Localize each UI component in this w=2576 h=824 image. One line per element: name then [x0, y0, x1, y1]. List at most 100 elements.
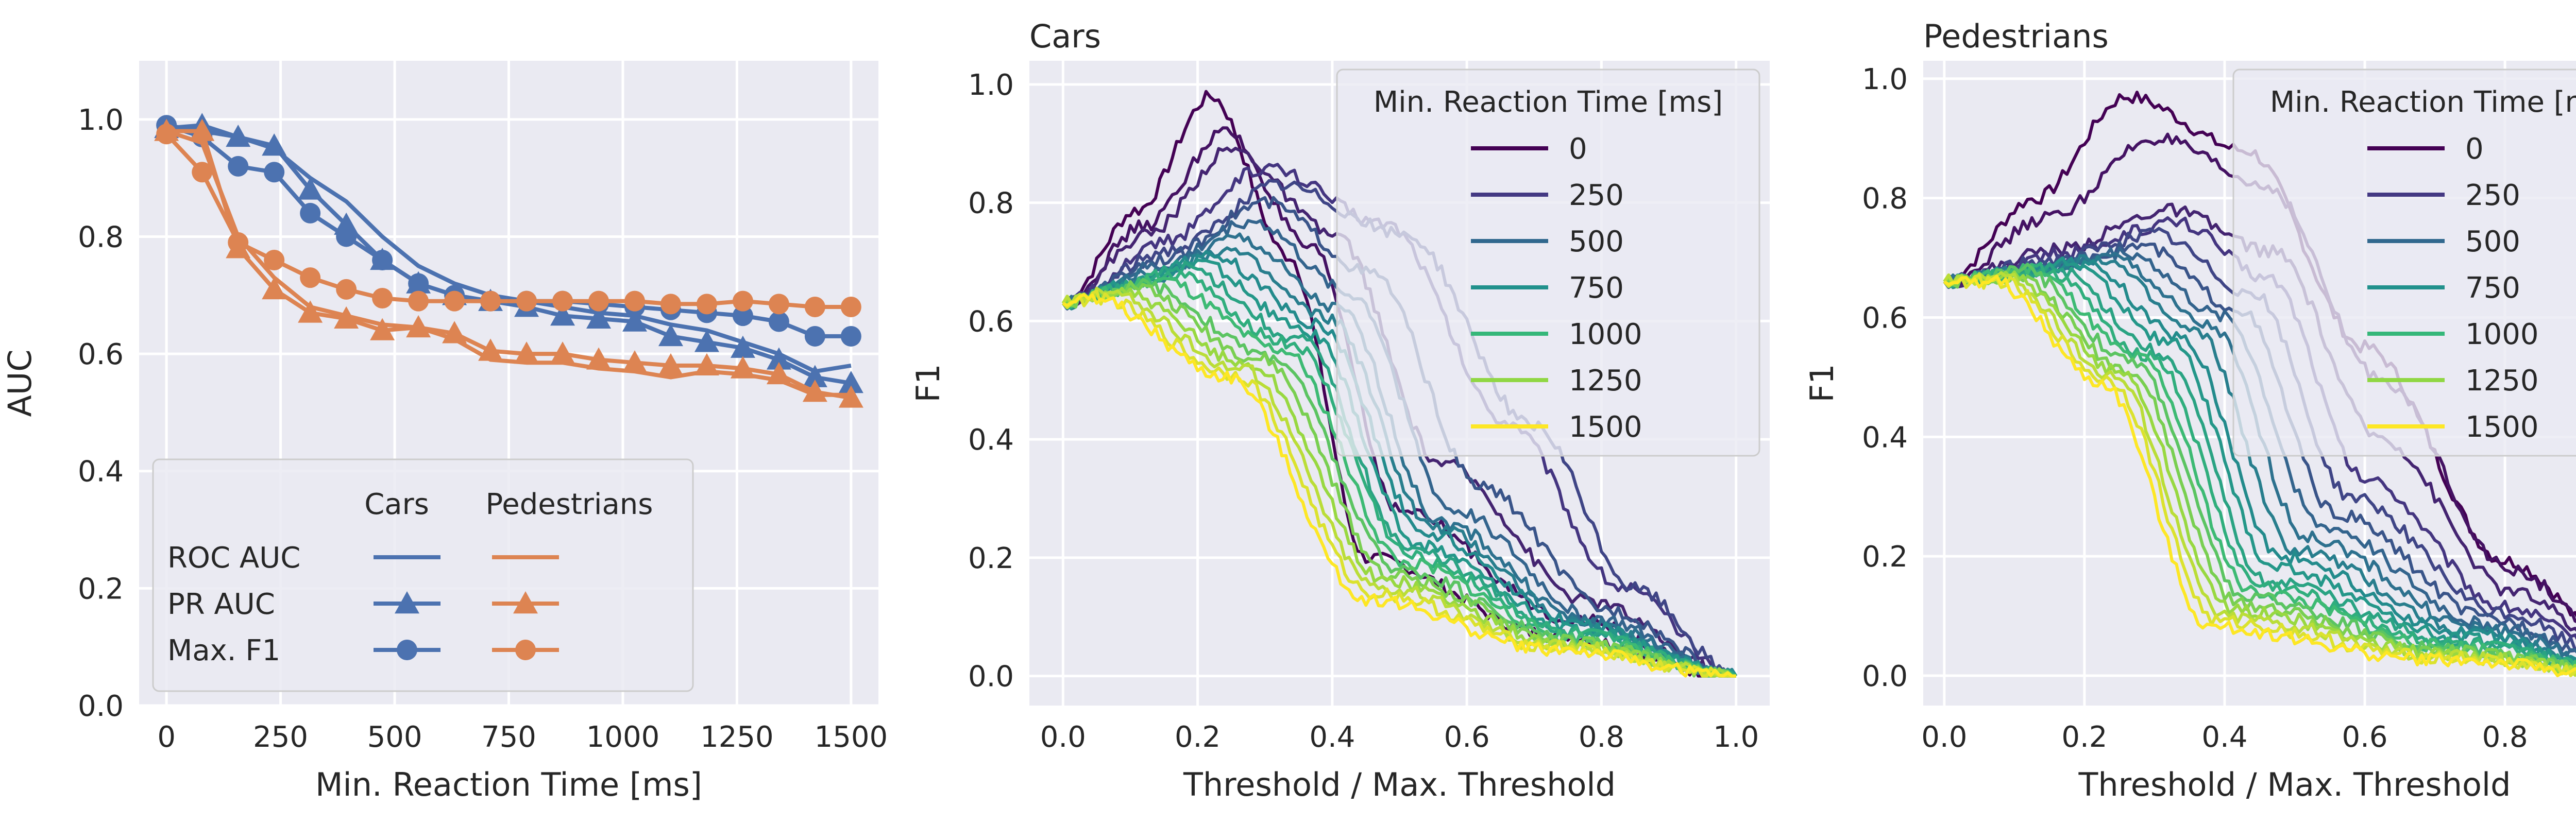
point-cars-max-f1: [228, 156, 249, 177]
point-pedestrians-pr-auc: [406, 315, 431, 338]
f1-curve-1500ms: [1062, 293, 1736, 678]
point-pedestrians-max-f1: [840, 297, 861, 318]
x-tick-label: 0.8: [1579, 720, 1624, 754]
x-tick-label: 0.6: [1444, 720, 1490, 754]
point-pedestrians-pr-auc: [622, 350, 647, 373]
legend-entry-label: 1000: [2465, 318, 2539, 351]
point-pedestrians-max-f1: [408, 290, 429, 312]
y-tick-label: 0.0: [1862, 660, 1908, 693]
y-tick-label: 0.4: [78, 455, 124, 489]
point-pedestrians-pr-auc: [334, 306, 359, 329]
legend-entry-label: 1000: [1569, 318, 1642, 351]
point-cars-pr-auc: [694, 330, 719, 352]
point-pedestrians-max-f1: [228, 232, 249, 253]
auc-series: [154, 113, 863, 408]
point-pedestrians-max-f1: [516, 290, 537, 312]
point-pedestrians-pr-auc: [766, 362, 791, 385]
x-tick-label: 0.0: [1040, 720, 1086, 754]
point-cars-max-f1: [336, 226, 357, 247]
x-tick-label: 500: [367, 720, 422, 754]
point-cars-pr-auc: [838, 371, 863, 393]
point-cars-pr-auc: [226, 124, 251, 147]
point-pedestrians-pr-auc: [370, 318, 395, 340]
legend-entry-label: 1250: [1569, 364, 1642, 398]
f1-curve-1263ms: [1062, 286, 1736, 678]
panel-1: 0.0 0.2 0.4 0.6 0.8 1.0 0.0 0.2 0.4 0.6 0.8 1.0 Thre…: [909, 18, 1770, 803]
legend-row-label: PR AUC: [167, 588, 275, 621]
y-axis-label: F1: [1803, 364, 1841, 402]
point-cars-max-f1: [732, 305, 753, 327]
x-axis-label: Min. Reaction Time [ms]: [315, 766, 702, 803]
point-cars-pr-auc: [730, 335, 755, 358]
point-cars-pr-auc: [550, 303, 575, 326]
x-tick-label: 750: [481, 720, 536, 754]
legend-handle-marker: [513, 591, 538, 614]
x-tick-label: 1.0: [1713, 720, 1759, 754]
point-pedestrians-max-f1: [336, 279, 357, 300]
legend-handle-marker: [397, 640, 417, 660]
y-axis-label: AUC: [1, 349, 39, 417]
point-cars-pr-auc: [262, 133, 287, 156]
point-cars-max-f1: [408, 273, 429, 294]
point-pedestrians-pr-auc: [514, 341, 539, 364]
point-pedestrians-pr-auc: [298, 300, 323, 323]
point-cars-max-f1: [840, 325, 861, 347]
point-pedestrians-pr-auc: [442, 321, 467, 344]
x-tick-label: 1500: [815, 720, 888, 754]
point-cars-pr-auc: [658, 323, 683, 347]
y-tick-label: 0.4: [968, 423, 1014, 457]
point-cars-pr-auc: [298, 177, 323, 200]
point-cars-pr-auc: [586, 306, 612, 329]
point-cars-max-f1: [804, 325, 825, 347]
y-tick-label: 1.0: [78, 104, 124, 137]
legend-title: Min. Reaction Time [ms]: [2270, 85, 2576, 119]
legend-entry-label: 1250: [2465, 364, 2539, 398]
legend-frame: [152, 458, 694, 692]
x-tick-label: 0.4: [1309, 720, 1355, 754]
point-pedestrians-pr-auc: [262, 277, 287, 300]
tick-labels-1: 0.0 0.2 0.4 0.6 0.8 1.0 0.0 0.2 0.4 0.6 0.8 1.0: [968, 68, 1759, 754]
point-pedestrians-max-f1: [300, 267, 321, 288]
legend-auc: Cars Pedestrians ROC AUC PR AUC Max. F1: [152, 458, 694, 692]
x-tick-label: 0.8: [2482, 720, 2528, 754]
x-axis-label: Threshold / Max. Threshold: [1183, 766, 1616, 803]
point-pedestrians-max-f1: [804, 297, 825, 318]
x-tick-label: 0.2: [1175, 720, 1221, 754]
legend-handle-marker: [395, 591, 419, 614]
tick-labels-2: 0.00.20.40.60.81.00.00.20.40.60.81.0: [1862, 63, 2528, 754]
x-tick-label: 0.2: [2061, 720, 2107, 754]
legend-entry-label: 750: [1569, 271, 1624, 305]
point-pedestrians-max-f1: [552, 290, 573, 312]
f1-curve-789ms: [1943, 256, 2576, 672]
point-cars-max-f1: [768, 311, 789, 332]
x-tick-label: 0.0: [1921, 720, 1967, 754]
f1-curve-1421ms: [1062, 289, 1736, 678]
point-pedestrians-pr-auc: [694, 353, 719, 376]
y-tick-label: 0.4: [1862, 421, 1908, 454]
point-cars-max-f1: [300, 202, 321, 224]
point-pedestrians-max-f1: [624, 290, 645, 312]
legend-entry-label: 500: [2465, 225, 2520, 259]
point-pedestrians-pr-auc: [802, 380, 827, 402]
y-axis-label: F1: [909, 364, 947, 402]
panel-0: 0 250 500 750 1000 1250 1500 0.0 0.2 0.4 0.6 0.8 1.0…: [1, 61, 888, 803]
y-tick-label: 0.8: [78, 220, 124, 254]
point-pedestrians-max-f1: [444, 290, 465, 312]
point-cars-pr-auc: [802, 365, 827, 387]
legend-col-header: Pedestrians: [486, 488, 653, 521]
y-tick-label: 0.2: [968, 542, 1014, 575]
y-tick-label: 0.0: [78, 690, 124, 723]
legend-entry-label: 250: [2465, 179, 2520, 212]
point-pedestrians-max-f1: [480, 290, 501, 312]
point-pedestrians-pr-auc: [190, 118, 215, 141]
legend-entry-label: 0: [2465, 132, 2484, 166]
x-tick-label: 250: [253, 720, 308, 754]
f1-curve-947ms: [1943, 262, 2576, 668]
x-tick-label: 0.4: [2201, 720, 2247, 754]
f1-curve-710ms: [1062, 250, 1738, 678]
legend-col-header: Cars: [364, 488, 429, 521]
legend-frame: [2232, 68, 2576, 457]
point-pedestrians-pr-auc: [550, 341, 575, 364]
x-axis-label: Threshold / Max. Threshold: [2078, 766, 2511, 803]
